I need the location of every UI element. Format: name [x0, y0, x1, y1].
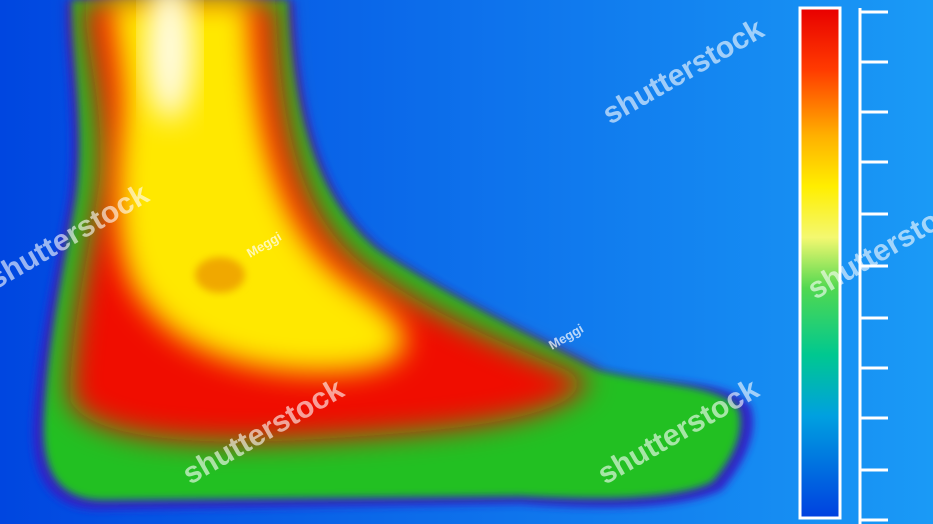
thermal-image: shutterstock shutterstock shutterstock s…: [0, 0, 933, 524]
page: shutterstock shutterstock shutterstock s…: [0, 0, 933, 524]
hot-spot: [195, 257, 245, 293]
